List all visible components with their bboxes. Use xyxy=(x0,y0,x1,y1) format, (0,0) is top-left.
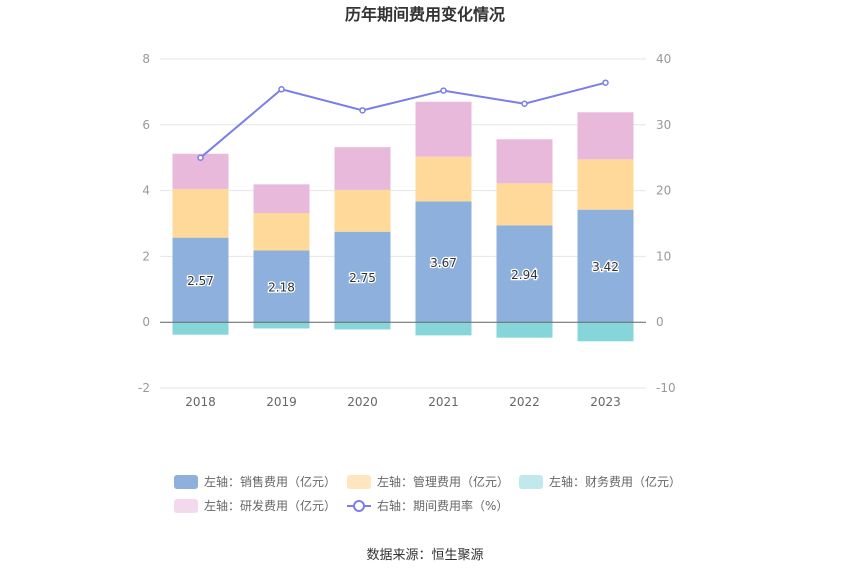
bar-segment-s1-2021[interactable] xyxy=(415,156,472,202)
legend-item-label[interactable]: 左轴：研发费用（亿元） xyxy=(204,498,336,513)
data-label-2018: 2.57 xyxy=(187,274,214,288)
legend[interactable]: 左轴：销售费用（亿元） 左轴：管理费用（亿元） 左轴：财务费用（亿元） 左轴：研发费用… xyxy=(174,474,681,513)
source-note: 数据来源：恒生聚源 xyxy=(366,548,483,563)
bar-segment-s2-2022[interactable] xyxy=(496,322,553,338)
bar-segment-s3-2023[interactable] xyxy=(577,112,634,160)
legend-swatch xyxy=(174,475,198,489)
x-tick-label: 2023 xyxy=(590,395,621,409)
rate-point-2018[interactable] xyxy=(197,154,204,161)
bar-segment-s0-2018[interactable] xyxy=(172,237,229,323)
legend-swatch xyxy=(174,499,198,513)
legend-marker-swatch xyxy=(353,500,365,512)
chart-title: 历年期间费用变化情况 xyxy=(345,5,505,24)
y-left-tick-label: 8 xyxy=(142,52,150,66)
x-axis: 2018 2019 2020 2021 2022 2023 xyxy=(185,395,621,409)
bar-segment-s2-2023[interactable] xyxy=(577,322,634,342)
bar-segment-s2-2020[interactable] xyxy=(334,322,391,330)
data-label-2022: 2.94 xyxy=(511,268,538,282)
rate-line-path xyxy=(199,81,606,159)
bar-segment-s0-2022[interactable] xyxy=(496,225,553,323)
data-label-2019: 2.18 xyxy=(268,280,295,294)
bar-segment-s2-2021[interactable] xyxy=(415,322,472,336)
legend-item-label[interactable]: 右轴：期间费用率（%） xyxy=(377,498,508,513)
x-tick-label: 2018 xyxy=(185,395,216,409)
bar-segment-s0-2021[interactable] xyxy=(415,201,472,323)
rate-point-2023[interactable] xyxy=(602,79,609,86)
bar-segment-s1-2022[interactable] xyxy=(496,183,553,226)
rate-line xyxy=(197,79,609,161)
gridlines xyxy=(160,58,646,389)
bar-segment-s3-2020[interactable] xyxy=(334,147,391,190)
y-left-tick-label: -2 xyxy=(138,381,150,395)
legend-swatch xyxy=(347,475,371,489)
rate-point-2019[interactable] xyxy=(278,86,285,93)
data-label-2021: 3.67 xyxy=(430,256,457,270)
x-tick-label: 2022 xyxy=(509,395,540,409)
y-left-tick-label: 2 xyxy=(142,249,150,263)
legend-swatch xyxy=(519,475,543,489)
bar-segment-s0-2020[interactable] xyxy=(334,231,391,323)
data-labels: 2.57 2.18 2.75 3.67 2.94 3.42 xyxy=(186,255,620,296)
y-right-tick-label: 40 xyxy=(656,52,671,66)
bar-segment-s1-2018[interactable] xyxy=(172,188,229,238)
legend-item-label[interactable]: 左轴：管理费用（亿元） xyxy=(377,474,509,489)
bar-segment-s0-2023[interactable] xyxy=(577,209,634,323)
legend-item-label[interactable]: 左轴：财务费用（亿元） xyxy=(549,474,681,489)
y-right-tick-label: 10 xyxy=(656,249,671,263)
y-right-tick-label: 0 xyxy=(656,315,664,329)
bar-segment-s1-2019[interactable] xyxy=(253,212,310,251)
x-tick-label: 2021 xyxy=(428,395,459,409)
y-axis-left: -2 0 2 4 6 8 xyxy=(138,52,150,395)
y-left-tick-label: 0 xyxy=(142,315,150,329)
y-left-tick-label: 6 xyxy=(142,118,150,132)
bar-segment-s2-2018[interactable] xyxy=(172,322,229,335)
y-left-tick-label: 4 xyxy=(142,184,150,198)
rate-point-2020[interactable] xyxy=(359,107,366,114)
bars xyxy=(172,101,634,342)
x-tick-label: 2019 xyxy=(266,395,297,409)
bar-segment-s1-2020[interactable] xyxy=(334,189,391,232)
y-right-tick-label: -10 xyxy=(656,381,676,395)
y-right-tick-label: 30 xyxy=(656,118,671,132)
y-axis-right: -10 0 10 20 30 40 xyxy=(656,52,676,395)
x-tick-label: 2020 xyxy=(347,395,378,409)
data-label-2023: 3.42 xyxy=(592,260,619,274)
rate-point-2022[interactable] xyxy=(521,100,528,107)
bar-segment-s0-2019[interactable] xyxy=(253,250,310,323)
rate-point-2021[interactable] xyxy=(440,87,447,94)
bar-segment-s2-2019[interactable] xyxy=(253,322,310,329)
y-right-tick-label: 20 xyxy=(656,184,671,198)
bar-segment-s3-2022[interactable] xyxy=(496,139,553,184)
bar-segment-s3-2021[interactable] xyxy=(415,101,472,157)
bar-segment-s3-2019[interactable] xyxy=(253,184,310,213)
legend-item-label[interactable]: 左轴：销售费用（亿元） xyxy=(204,474,336,489)
bar-segment-s1-2023[interactable] xyxy=(577,159,634,210)
data-label-2020: 2.75 xyxy=(349,271,376,285)
